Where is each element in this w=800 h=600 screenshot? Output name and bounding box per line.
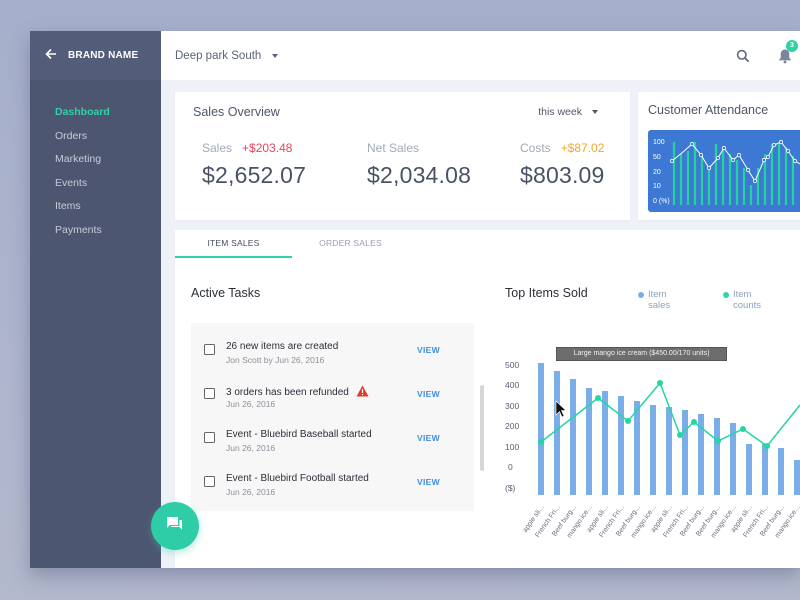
active-tasks-title: Active Tasks (191, 286, 261, 300)
line-points (538, 380, 770, 449)
view-link[interactable]: VIEW (417, 345, 440, 355)
active-tasks-list: 26 new items are created Jon Scott by Ju… (191, 323, 484, 511)
view-link[interactable]: VIEW (417, 477, 440, 487)
metric-delta: +$87.02 (560, 141, 605, 155)
search-icon[interactable] (736, 49, 750, 63)
sidebar-header: BRAND NAME (30, 31, 161, 80)
customer-attendance-title: Customer Attendance (648, 103, 769, 117)
notification-badge: 3 (786, 39, 798, 52)
chevron-down-icon (592, 110, 598, 114)
legend-label: Item sales (648, 289, 671, 311)
view-link[interactable]: VIEW (417, 433, 440, 443)
chat-icon (165, 515, 185, 538)
task-subtitle: Jun 26, 2016 (226, 487, 276, 497)
metric-label: Sales (202, 141, 233, 155)
y-tick: 400 (505, 380, 519, 390)
tab-order-sales[interactable]: ORDER SALES (319, 238, 382, 248)
task-title: Event - Bluebird Baseball started (226, 429, 372, 440)
sidebar-item-orders[interactable]: Orders (55, 129, 88, 142)
task-checkbox[interactable] (204, 388, 215, 399)
chart-tooltip: Large mango ice cream ($450.00/170 units… (556, 347, 727, 361)
sidebar-item-marketing[interactable]: Marketing (55, 153, 102, 166)
y-tick: 100 (653, 139, 665, 146)
attendance-chart-svg: 100 50 20 10 0 (%) (653, 139, 800, 205)
y-tick: 0 (%) (653, 198, 670, 205)
app-window: BRAND NAME Dashboard Orders Marketing Ev… (30, 31, 800, 568)
y-tick: 100 (505, 442, 519, 452)
tab-bar: ITEM SALES ORDER SALES (175, 230, 409, 258)
task-checkbox[interactable] (204, 476, 215, 487)
customer-attendance-card: Customer Attendance 100 50 20 10 0 (%) (638, 92, 800, 220)
task-item: 3 orders has been refunded Jun 26, 2016 … (191, 383, 474, 423)
task-title: 26 new items are created (226, 341, 339, 352)
sidebar-item-events[interactable]: Events (55, 176, 88, 189)
y-tick: ($) (505, 483, 516, 493)
sales-overview-title: Sales Overview (193, 105, 280, 119)
tasks-scrollbar[interactable] (480, 385, 484, 471)
period-label: this week (538, 106, 582, 118)
sidebar: BRAND NAME Dashboard Orders Marketing Ev… (30, 31, 161, 568)
task-subtitle: Jun 26, 2016 (226, 399, 276, 409)
arrow-left-icon[interactable] (45, 47, 67, 64)
location-label: Deep park South (175, 49, 262, 62)
metric-costs: Costs +$87.02 $803.09 (520, 139, 605, 189)
task-title: 3 orders has been refunded (226, 387, 349, 398)
tab-item-sales[interactable]: ITEM SALES (175, 230, 292, 258)
line-series (540, 381, 800, 448)
task-title: Event - Bluebird Football started (226, 473, 369, 484)
sidebar-item-items[interactable]: Items (55, 200, 81, 213)
task-checkbox[interactable] (204, 344, 215, 355)
legend-dot (638, 292, 644, 298)
metric-value: $2,652.07 (202, 162, 307, 188)
y-tick: 50 (653, 154, 661, 161)
bell-icon[interactable]: 3 (778, 39, 798, 64)
y-tick: 200 (505, 421, 519, 431)
y-tick: 500 (505, 360, 519, 370)
metric-value: $803.09 (520, 162, 605, 188)
period-dropdown[interactable]: this week (538, 106, 598, 118)
x-axis-labels: apple sli... French Fri... Beef burg... … (522, 504, 800, 539)
bar-series (538, 363, 800, 495)
legend-label: Item counts (733, 289, 761, 311)
y-tick: 10 (653, 183, 661, 190)
task-item: Event - Bluebird Football started Jun 26… (191, 471, 474, 511)
task-checkbox[interactable] (204, 432, 215, 443)
task-subtitle: Jun 26, 2016 (226, 443, 276, 453)
legend-dot (723, 292, 729, 298)
view-link[interactable]: VIEW (417, 389, 440, 399)
sidebar-nav: Dashboard Orders Marketing Events Items … (30, 80, 161, 243)
y-tick: 0 (508, 462, 513, 472)
chevron-down-icon (272, 53, 279, 58)
y-tick: 300 (505, 401, 519, 411)
legend-item-counts: Item counts (723, 289, 761, 311)
location-dropdown[interactable]: Deep park South (175, 49, 279, 62)
metric-label: Costs (520, 141, 551, 155)
task-item: Event - Bluebird Baseball started Jun 26… (191, 427, 474, 467)
warning-icon (356, 385, 369, 400)
top-items-chart: 500 400 300 200 100 0 ($) (505, 360, 800, 539)
metric-delta: +$203.48 (242, 141, 293, 155)
attendance-chart: 100 50 20 10 0 (%) (648, 130, 800, 212)
task-item: 26 new items are created Jon Scott by Ju… (191, 339, 474, 379)
sidebar-item-dashboard[interactable]: Dashboard (55, 106, 110, 118)
brand-name: BRAND NAME (68, 50, 139, 61)
mouse-cursor-icon (555, 400, 567, 418)
topbar: Deep park South 3 (161, 31, 800, 80)
top-items-title: Top Items Sold (505, 286, 588, 300)
metric-sales: Sales +$203.48 $2,652.07 (202, 139, 306, 189)
task-subtitle: Jon Scott by Jun 26, 2016 (226, 355, 325, 365)
topbar-actions: 3 (736, 31, 800, 80)
metric-label: Net Sales (367, 141, 420, 155)
y-tick: 20 (653, 169, 661, 176)
metric-value: $2,034.08 (367, 162, 472, 188)
task-title-row: 3 orders has been refunded (226, 385, 369, 400)
main-card: ITEM SALES ORDER SALES Active Tasks 26 n… (175, 230, 800, 568)
sales-overview-card: Sales Overview this week Sales +$203.48 $… (175, 92, 630, 220)
chat-fab-button[interactable] (151, 502, 199, 550)
sidebar-item-payments[interactable]: Payments (55, 223, 102, 236)
legend-item-sales: Item sales (638, 289, 671, 311)
metric-net-sales: Net Sales $2,034.08 (367, 139, 471, 189)
